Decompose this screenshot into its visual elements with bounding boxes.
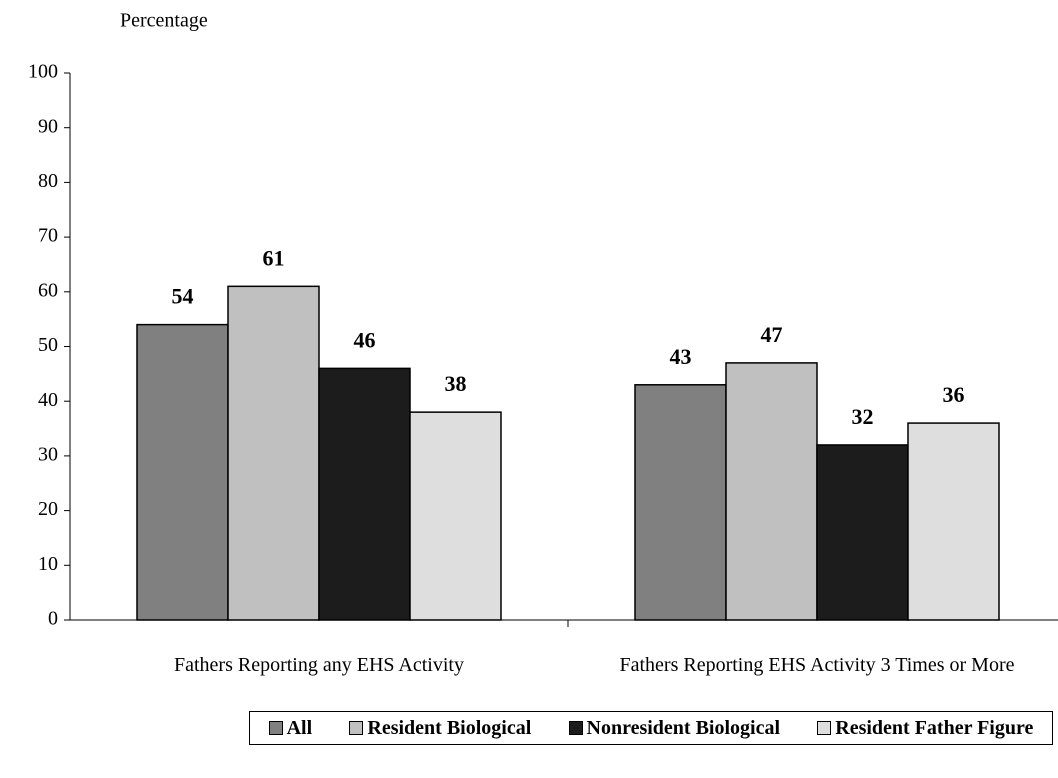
y-tick-label: 10 bbox=[38, 553, 58, 575]
chart: Percentage 0 10 20 30 40 50 60 70 80 90 100 54 61 46 3… bbox=[28, 10, 1058, 630]
y-tick-label: 100 bbox=[28, 61, 58, 83]
y-tick-label: 30 bbox=[38, 443, 58, 465]
legend-item: Nonresident Biological bbox=[568, 716, 781, 740]
legend-label: All bbox=[286, 716, 313, 739]
bar bbox=[409, 411, 502, 621]
legend: All Resident Biological Nonresident Biolog… bbox=[249, 711, 1053, 745]
bar bbox=[634, 384, 727, 621]
value-label: 47 bbox=[761, 322, 783, 347]
x-tick-label: Fathers Reporting EHS Activity 3 Times o… bbox=[619, 654, 1015, 676]
bar bbox=[136, 323, 229, 621]
y-tick-label: 80 bbox=[38, 170, 58, 192]
legend-item: Resident Father Figure bbox=[817, 717, 1033, 740]
y-tick-label: 60 bbox=[38, 279, 58, 301]
y-tick-label: 70 bbox=[38, 225, 58, 247]
legend-swatch bbox=[568, 721, 583, 735]
y-axis-label: Percentage bbox=[120, 10, 208, 32]
bar bbox=[816, 444, 909, 621]
legend-label: Nonresident Biological bbox=[586, 716, 781, 739]
bar bbox=[907, 422, 1000, 621]
legend-label: Resident Father Figure bbox=[835, 716, 1034, 739]
legend-swatch bbox=[817, 721, 832, 735]
y-tick-label: 50 bbox=[38, 334, 58, 356]
x-tick-label: Fathers Reporting any EHS Activity bbox=[174, 654, 464, 676]
y-tick-label: 20 bbox=[38, 498, 58, 520]
value-label: 54 bbox=[172, 284, 194, 309]
value-label: 36 bbox=[943, 382, 965, 407]
bar bbox=[725, 362, 818, 621]
legend-swatch bbox=[349, 721, 364, 735]
y-tick-label: 40 bbox=[38, 389, 58, 411]
value-label: 38 bbox=[445, 371, 467, 396]
legend-swatch bbox=[268, 721, 283, 735]
legend-item: All bbox=[268, 716, 313, 740]
bar bbox=[227, 285, 320, 621]
value-label: 61 bbox=[263, 245, 285, 270]
value-label: 46 bbox=[354, 327, 376, 352]
value-label: 43 bbox=[670, 344, 692, 369]
value-label: 32 bbox=[852, 404, 874, 429]
y-tick-label: 0 bbox=[48, 608, 58, 630]
legend-item: Resident Biological bbox=[349, 717, 531, 740]
bar bbox=[318, 367, 411, 621]
y-tick-label: 90 bbox=[38, 115, 58, 137]
legend-label: Resident Biological bbox=[367, 716, 532, 739]
